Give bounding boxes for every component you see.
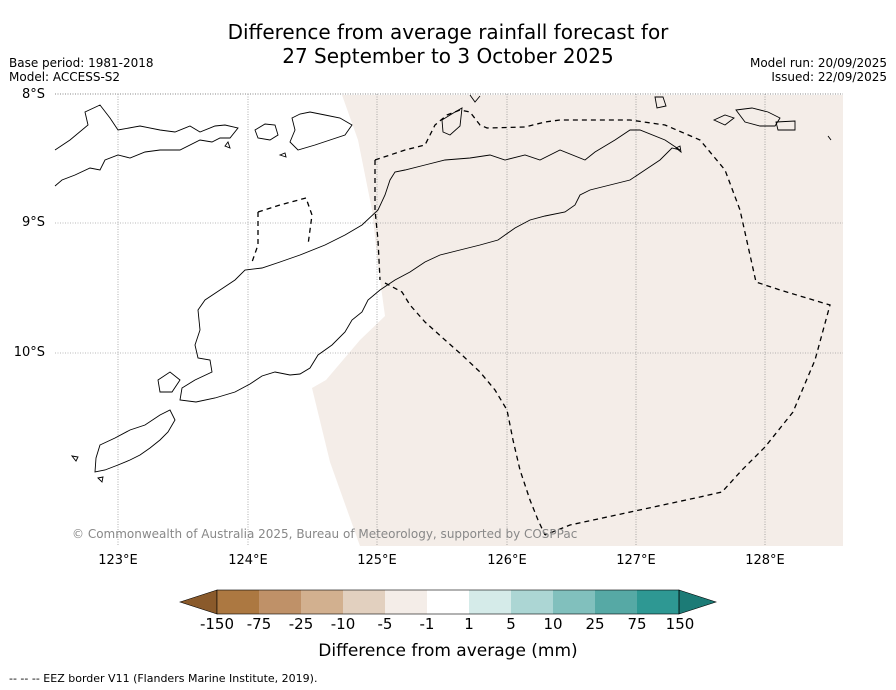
lat-label-9s: 9°S — [21, 215, 45, 230]
colorbar-tick: -25 — [288, 615, 314, 633]
coastlines — [54, 94, 832, 483]
colorbar-bin-4 — [343, 590, 385, 614]
colorbar-tick: 5 — [506, 615, 516, 633]
base-period: Base period: 1981-2018 — [9, 56, 154, 70]
colorbar-tick: 25 — [585, 615, 605, 633]
eez-footnote: -- -- -- EEZ border V11 (Flanders Marine… — [9, 672, 318, 685]
colorbar-bin-11 — [637, 590, 679, 614]
colorbar — [179, 589, 717, 615]
issued-date: Issued: 22/09/2025 — [771, 70, 887, 84]
colorbar-bin-5 — [385, 590, 427, 614]
colorbar-tick: -75 — [246, 615, 272, 633]
colorbar-tick: 1 — [464, 615, 474, 633]
lat-label-10s: 10°S — [13, 345, 45, 360]
lon-label-125e: 125°E — [357, 553, 397, 568]
title-line-2: 27 September to 3 October 2025 — [282, 44, 614, 68]
eez-borders — [251, 109, 831, 536]
map-title: Difference from average rainfall forecas… — [0, 20, 896, 68]
colorbar-bin-8 — [511, 590, 553, 614]
shaded-rainfall-area — [312, 95, 843, 546]
lon-label-127e: 127°E — [616, 553, 656, 568]
colorbar-bin-9 — [553, 590, 595, 614]
colorbar-bin-2 — [259, 590, 301, 614]
colorbar-tick: 10 — [543, 615, 563, 633]
lon-label-128e: 128°E — [745, 553, 785, 568]
gridlines — [55, 93, 843, 546]
meta-right: Model run: 20/09/2025 Issued: 22/09/2025 — [750, 56, 887, 84]
colorbar-tick: 150 — [665, 615, 695, 633]
colorbar-tick: -5 — [377, 615, 393, 633]
lon-label-124e: 124°E — [228, 553, 268, 568]
map-credit: © Commonwealth of Australia 2025, Bureau… — [72, 527, 577, 541]
colorbar-bin-1 — [217, 590, 259, 614]
title-line-1: Difference from average rainfall forecas… — [227, 20, 669, 44]
colorbar-bin-6 — [427, 590, 469, 614]
lon-label-126e: 126°E — [487, 553, 527, 568]
colorbar-bin-3 — [301, 590, 343, 614]
colorbar-frame — [216, 589, 680, 615]
lat-label-8s: 8°S — [21, 87, 45, 102]
colorbar-tick: -10 — [330, 615, 356, 633]
meta-left: Base period: 1981-2018 Model: ACCESS-S2 — [9, 56, 154, 84]
model-name: Model: ACCESS-S2 — [9, 70, 121, 84]
colorbar-tick: -1 — [419, 615, 435, 633]
colorbar-bin-7 — [469, 590, 511, 614]
colorbar-tick: 75 — [627, 615, 647, 633]
model-run: Model run: 20/09/2025 — [749, 56, 887, 70]
lon-label-123e: 123°E — [98, 553, 138, 568]
colorbar-extend-low — [179, 589, 218, 615]
colorbar-extend-high — [678, 589, 717, 615]
colorbar-title: Difference from average (mm) — [318, 641, 578, 661]
colorbar-tick: -150 — [199, 615, 235, 633]
colorbar-bin-10 — [595, 590, 637, 614]
